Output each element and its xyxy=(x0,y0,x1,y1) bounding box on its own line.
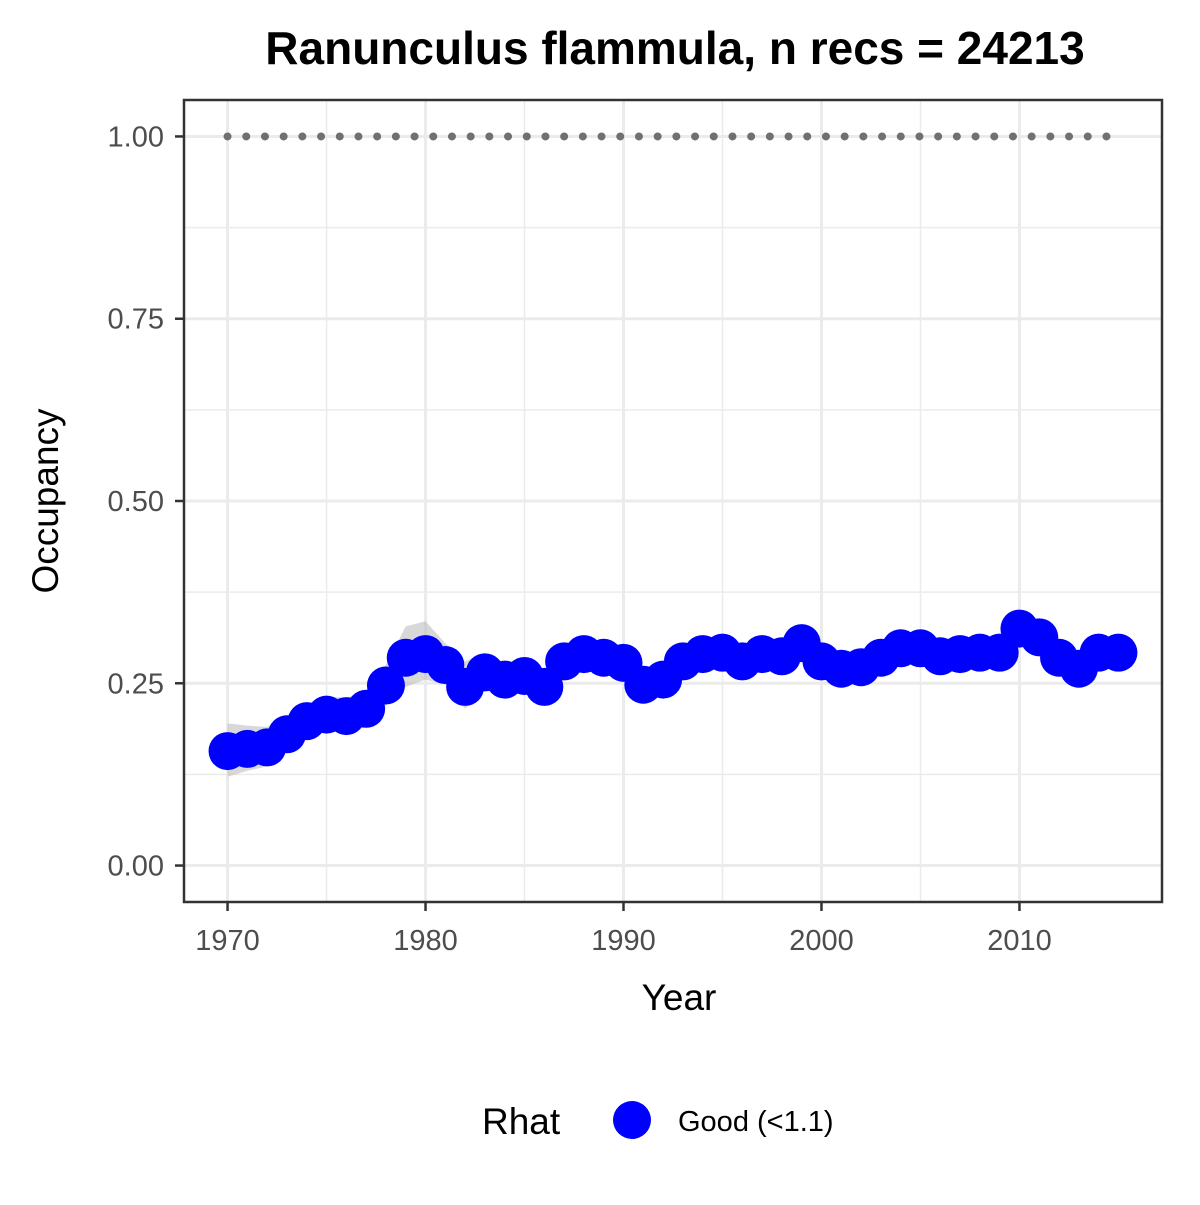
x-tick-label: 2000 xyxy=(789,925,854,957)
y-tick-label: 0.75 xyxy=(108,304,164,336)
x-tick-label: 1990 xyxy=(591,925,656,957)
y-tick-label: 0.00 xyxy=(108,851,164,883)
data-point-1978 xyxy=(366,666,405,705)
legend-label-good: Good (<1.1) xyxy=(678,1106,834,1138)
legend-title: Rhat xyxy=(482,1101,561,1142)
plot-area: 0.00 0.25 0.50 0.75 1.00 1970 1980 1990 2000 2010 xyxy=(108,98,1164,957)
chart-title: Ranunculus flammula, n recs = 24213 xyxy=(265,22,1084,74)
x-tick-label: 1970 xyxy=(195,925,260,957)
legend-key-good xyxy=(613,1101,651,1139)
x-tick-label: 1980 xyxy=(393,925,458,957)
x-tick-label: 2010 xyxy=(987,925,1052,957)
y-tick-label: 0.25 xyxy=(108,668,164,700)
y-tick-label: 0.50 xyxy=(108,486,164,518)
legend: Rhat Good (<1.1) xyxy=(482,1101,834,1142)
y-tick-label: 1.00 xyxy=(108,121,164,153)
data-point-1986 xyxy=(525,667,564,706)
data-point-2015 xyxy=(1099,633,1138,672)
y-axis-label: Occupancy xyxy=(25,408,66,594)
x-axis-label: Year xyxy=(642,977,717,1018)
